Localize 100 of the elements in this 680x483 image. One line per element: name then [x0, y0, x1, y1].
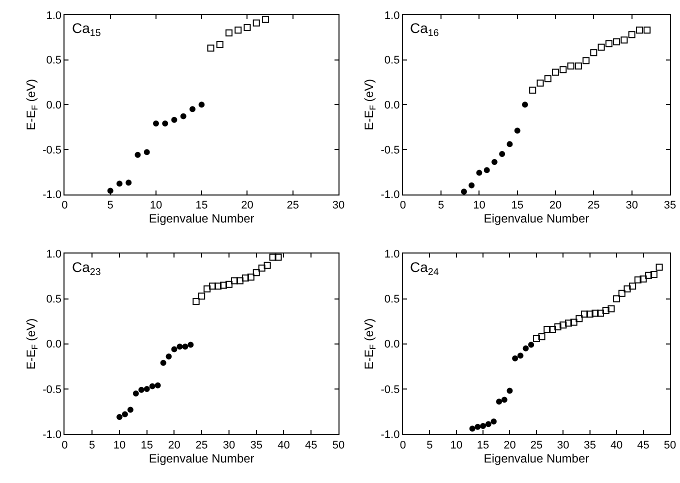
- y-tick-label: 1.0: [384, 10, 400, 22]
- text: Ca$_{24}$: [410, 259, 440, 278]
- point: [656, 264, 663, 271]
- point: [468, 182, 475, 188]
- x-tick-label: 15: [195, 200, 208, 212]
- point: [514, 128, 520, 134]
- x-tick-label: 50: [332, 439, 345, 452]
- y-tick-label: -0.5: [42, 384, 62, 396]
- point: [554, 323, 562, 330]
- x-tick-label: 10: [150, 200, 162, 212]
- point: [570, 318, 578, 326]
- point: [154, 382, 161, 388]
- point: [576, 315, 583, 322]
- point: [225, 29, 232, 36]
- point: [629, 282, 636, 290]
- x-tick-label: 30: [332, 200, 345, 212]
- y-tick-label: 0.5: [384, 294, 400, 306]
- x-tick-label: 25: [530, 439, 543, 452]
- y-tick-label: -1.0: [380, 189, 400, 202]
- point: [274, 254, 282, 261]
- x-tick-label: 25: [195, 439, 208, 452]
- point: [460, 188, 467, 195]
- x-tick-label: 5: [426, 439, 433, 452]
- point: [134, 152, 141, 158]
- point: [613, 38, 620, 46]
- x-tick-label: 40: [278, 439, 290, 452]
- x-tick-label: 20: [241, 200, 254, 212]
- x-tick-label: 0: [62, 200, 68, 212]
- x-tick-label: 25: [286, 200, 299, 212]
- y-tick-label: 0.0: [46, 99, 62, 112]
- x-tick-label: 15: [476, 439, 490, 452]
- point: [618, 290, 626, 297]
- x-axis-title: Eigenvalue Number: [484, 212, 590, 226]
- point: [220, 282, 228, 289]
- y-tick-label: -0.5: [380, 144, 400, 156]
- point: [620, 36, 628, 44]
- point: [522, 345, 529, 352]
- point: [269, 254, 276, 261]
- point: [634, 276, 642, 284]
- x-axis-title: Eigenvalue Number: [148, 451, 254, 466]
- point: [597, 310, 604, 317]
- point: [126, 180, 132, 186]
- text: Ca$_{15}$: [72, 20, 102, 39]
- x-tick-label: 0: [62, 439, 68, 452]
- point: [122, 411, 128, 418]
- x-tick-label: 45: [304, 439, 318, 452]
- x-tick-label: 20: [504, 439, 516, 452]
- x-tick-label: 5: [438, 200, 444, 212]
- x-tick-label: 35: [664, 200, 676, 212]
- point: [225, 280, 232, 288]
- point: [171, 116, 178, 123]
- point: [144, 149, 150, 156]
- point: [608, 305, 615, 312]
- point: [624, 285, 631, 292]
- point: [499, 150, 506, 157]
- x-tick-label: 20: [168, 439, 180, 452]
- point: [552, 68, 560, 76]
- point: [244, 24, 251, 31]
- text: Ca$_{23}$: [72, 259, 102, 278]
- y-tick-label: 0.0: [384, 99, 400, 112]
- x-tick-label: 30: [626, 200, 638, 212]
- point: [182, 344, 188, 350]
- point: [484, 167, 490, 174]
- point: [242, 274, 249, 282]
- x-tick-label: 10: [473, 200, 486, 212]
- point: [480, 422, 486, 429]
- y-tick-label: -1.0: [42, 189, 62, 202]
- point: [198, 292, 206, 300]
- point: [636, 26, 643, 34]
- point: [605, 40, 612, 48]
- point: [214, 282, 222, 290]
- x-tick-label: 50: [664, 439, 676, 452]
- point: [247, 274, 254, 281]
- x-tick-label: 20: [549, 200, 562, 212]
- point: [602, 307, 610, 314]
- point: [189, 106, 196, 112]
- y-tick-label: 0.5: [46, 54, 62, 67]
- point: [496, 398, 502, 405]
- point: [548, 326, 556, 333]
- point: [532, 334, 540, 342]
- y-tick-label: -1.0: [380, 428, 400, 441]
- point: [517, 352, 524, 359]
- point: [628, 31, 636, 38]
- point: [560, 321, 567, 328]
- x-tick-label: 10: [113, 439, 126, 452]
- point: [258, 264, 266, 272]
- point: [132, 390, 139, 396]
- point: [207, 44, 214, 52]
- point: [506, 388, 513, 394]
- x-tick-label: 30: [557, 439, 570, 452]
- point: [144, 386, 150, 392]
- point: [485, 421, 492, 428]
- x-tick-label: 40: [610, 439, 623, 452]
- y-tick-label: 0.0: [384, 338, 400, 351]
- point: [152, 120, 159, 126]
- point: [192, 298, 200, 305]
- y-tick-label: -1.0: [42, 428, 62, 441]
- point: [149, 383, 156, 390]
- point: [586, 310, 594, 318]
- point: [252, 19, 260, 26]
